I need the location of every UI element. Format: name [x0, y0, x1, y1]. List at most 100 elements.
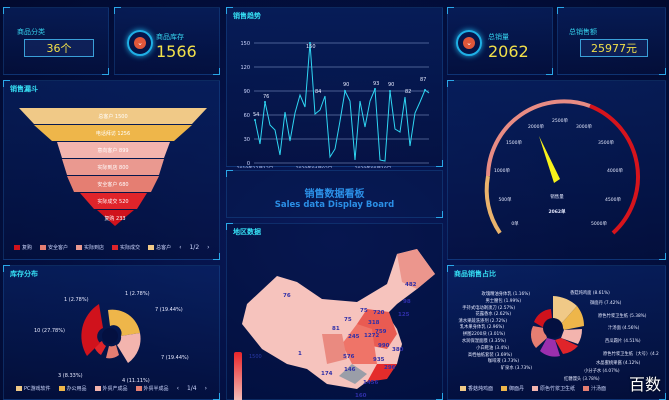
svg-text:西瓜霜片 (4.51%): 西瓜霜片 (4.51%) — [605, 337, 641, 344]
kpi-total-sales-value: 2062 — [488, 42, 529, 61]
kpi-total-sales-panel: ⌄ 总销量 2062 — [447, 7, 553, 75]
svg-text:720: 720 — [373, 310, 385, 316]
next-page-button[interactable]: › — [207, 244, 210, 251]
svg-text:2500单: 2500单 — [552, 117, 568, 124]
svg-text:1 (2.78%): 1 (2.78%) — [125, 291, 150, 297]
product-share-title: 商品销售占比 — [454, 270, 496, 278]
svg-text:销售量: 销售量 — [550, 193, 564, 200]
watermark: 百数 — [628, 375, 661, 394]
svg-text:3500单: 3500单 — [598, 139, 614, 146]
svg-text:150: 150 — [306, 44, 316, 50]
sales-funnel-chart: 总客户 1500 电话拜访 1256 意向客户 899 实际到店 800 安全客… — [19, 108, 207, 226]
svg-text:60: 60 — [244, 113, 250, 119]
legend-item[interactable]: 实际成交 — [112, 244, 140, 251]
kpi-category-label: 商品分类 — [17, 28, 45, 36]
sales-funnel-title: 销售漏斗 — [10, 85, 38, 93]
svg-text:水晶蜜桃果酱 (4.12%): 水晶蜜桃果酱 (4.12%) — [596, 359, 640, 366]
legend-item[interactable]: 原色竹浆卫生纸 — [532, 385, 575, 392]
svg-text:296: 296 — [384, 365, 396, 371]
svg-text:清水果蔬洗涤剂 (2.72%): 清水果蔬洗涤剂 (2.72%) — [459, 317, 508, 324]
legend-item[interactable]: 香菇炖鸡面 — [460, 385, 493, 392]
legend-item[interactable]: PC游戏软件 — [16, 385, 51, 392]
svg-text:245: 245 — [348, 334, 360, 340]
kpi-category-value: 36个 — [24, 39, 94, 57]
svg-text:84: 84 — [315, 89, 321, 95]
product-share-rose: 玫瑰精油身体乳 (1.16%) 男士腰包 (1.99%) 手持式电动剃须刀 (2… — [459, 289, 659, 382]
kpi-total-amount-label: 总销售额 — [569, 28, 597, 36]
svg-text:2000单: 2000单 — [528, 123, 544, 130]
svg-text:4000单: 4000单 — [607, 167, 623, 174]
kpi-stock-panel: ⌄ 商品库存 1566 — [114, 7, 220, 75]
legend-item[interactable]: 复购 — [14, 244, 32, 251]
svg-text:76: 76 — [263, 94, 269, 100]
svg-text:实际到店 800: 实际到店 800 — [97, 164, 128, 171]
sales-trend-panel: 销售趋势 150 120 90 60 30 0 54 76 150 84 90 93 90 82 87… — [226, 7, 443, 168]
svg-text:935: 935 — [373, 357, 385, 363]
svg-text:2020年08月10日: 2020年08月10日 — [355, 165, 391, 168]
svg-text:3 (8.33%): 3 (8.33%) — [58, 373, 83, 379]
legend-item[interactable]: 总客户 — [148, 244, 171, 251]
svg-text:93: 93 — [373, 81, 379, 87]
prev-page-button[interactable]: ‹ — [179, 244, 182, 251]
legend-item[interactable]: 御面丹 — [501, 385, 524, 392]
kpi-total-amount-value: 25977元 — [580, 39, 648, 57]
svg-text:拼图2200块 (3.01%): 拼图2200块 (3.01%) — [463, 330, 506, 337]
legend-item[interactable]: 外贸半成品 — [135, 385, 169, 392]
svg-text:90: 90 — [388, 82, 394, 88]
svg-text:81: 81 — [332, 326, 340, 332]
funnel-legend: 复购 安全客户 实际到店 实际成交 总客户 ‹ 1/2 › — [14, 244, 210, 251]
svg-text:146: 146 — [344, 367, 356, 373]
svg-text:御面丹 (7.42%): 御面丹 (7.42%) — [590, 299, 622, 306]
map-legend-bar — [234, 352, 242, 400]
stock-legend: PC游戏软件 办公用品 外贸产成品 外贸半成品 ‹ 1/4 › — [16, 385, 207, 392]
svg-text:水润保湿面膜 (3.35%): 水润保湿面膜 (3.35%) — [462, 337, 506, 344]
svg-text:500单: 500单 — [498, 196, 512, 203]
svg-text:0: 0 — [247, 161, 250, 167]
svg-text:3000单: 3000单 — [576, 123, 592, 130]
legend-item[interactable]: 外贸产成品 — [94, 385, 128, 392]
svg-text:乳木果身体乳 (2.96%): 乳木果身体乳 (2.96%) — [460, 323, 504, 330]
svg-text:电话拜访 1256: 电话拜访 1256 — [96, 130, 130, 137]
svg-text:75: 75 — [360, 308, 368, 314]
legend-item[interactable]: 汁汤面 — [583, 385, 606, 392]
kpi-stock-label: 商品库存 — [156, 33, 184, 41]
svg-text:玫瑰精油身体乳 (1.16%): 玫瑰精油身体乳 (1.16%) — [482, 290, 531, 297]
svg-text:总客户 1500: 总客户 1500 — [98, 113, 127, 120]
svg-text:160: 160 — [355, 393, 367, 399]
svg-text:矿泉水 (3.73%): 矿泉水 (3.73%) — [501, 364, 533, 371]
china-map: 482 98 125 75 720 75 318 759 81 245 1272… — [234, 249, 435, 400]
svg-text:1 (2.78%): 1 (2.78%) — [64, 297, 89, 303]
legend-item[interactable]: 安全客户 — [40, 244, 68, 251]
legend-item[interactable]: 实际到店 — [76, 244, 104, 251]
svg-text:小白鞋油 (3.4%): 小白鞋油 (3.4%) — [476, 344, 509, 351]
svg-text:125: 125 — [398, 312, 410, 318]
svg-text:5000单: 5000单 — [591, 220, 607, 227]
prev-page-button[interactable]: ‹ — [176, 385, 179, 392]
svg-text:高档抽纸套装 (3.69%): 高档抽纸套装 (3.69%) — [468, 351, 512, 358]
svg-text:54: 54 — [253, 112, 259, 118]
sales-trend-chart: 150 120 90 60 30 0 54 76 150 84 90 93 90 82 87 2019… — [237, 41, 430, 168]
svg-text:98: 98 — [403, 299, 411, 305]
svg-text:1500: 1500 — [249, 354, 262, 360]
title-board: 销售数据看板 Sales data Display Board — [226, 170, 443, 218]
svg-text:男士腰包 (1.99%): 男士腰包 (1.99%) — [485, 297, 521, 304]
svg-text:0单: 0单 — [511, 220, 519, 227]
svg-text:380: 380 — [392, 347, 404, 353]
sales-trend-title: 销售趋势 — [233, 12, 261, 20]
svg-text:576: 576 — [343, 354, 355, 360]
legend-item[interactable]: 办公用品 — [58, 385, 87, 392]
sales-gauge: 0单 500单 1000单 1500单 2000单 2500单 3000单 35… — [484, 99, 640, 235]
svg-text:花露香水 (2.62%): 花露香水 (2.62%) — [475, 310, 511, 317]
svg-text:120: 120 — [240, 65, 250, 71]
share-legend: 香菇炖鸡面 御面丹 原色竹浆卫生纸 汁汤面 — [460, 385, 606, 392]
next-page-button[interactable]: › — [204, 385, 208, 392]
svg-text:汁汤面 (4.56%): 汁汤面 (4.56%) — [608, 324, 640, 331]
svg-text:意向客户 899: 意向客户 899 — [97, 147, 128, 154]
svg-text:香菇炖鸡面 (8.61%): 香菇炖鸡面 (8.61%) — [570, 289, 610, 296]
svg-text:复购 233: 复购 233 — [104, 215, 125, 222]
svg-text:实际成交 520: 实际成交 520 — [97, 198, 128, 205]
kpi-stock-value: 1566 — [156, 42, 197, 61]
svg-text:1500单: 1500单 — [506, 139, 522, 146]
svg-text:咖啡液 (3.73%): 咖啡液 (3.73%) — [488, 357, 520, 364]
